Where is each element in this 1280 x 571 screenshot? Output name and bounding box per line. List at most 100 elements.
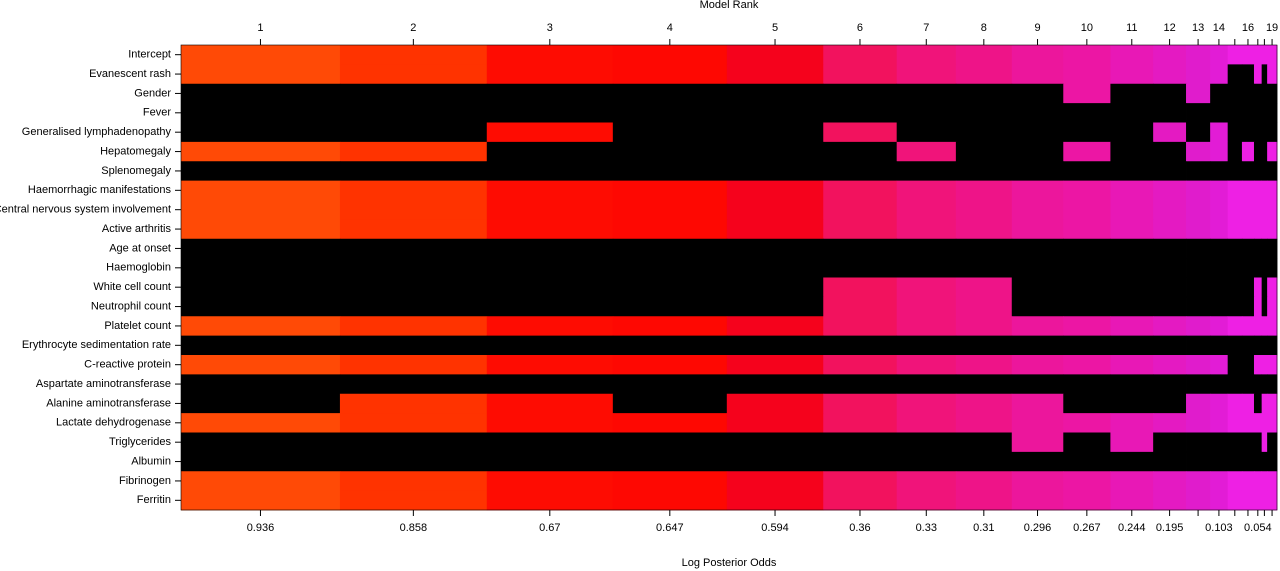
cell [1011, 200, 1064, 220]
cell [612, 451, 728, 472]
cell [955, 141, 1013, 162]
cell [896, 103, 957, 123]
cell [1241, 83, 1255, 104]
cell [1227, 122, 1243, 143]
cell [1011, 316, 1064, 337]
log-odds-label: 0.103 [1205, 522, 1233, 534]
cell [726, 393, 824, 414]
cell [1110, 393, 1154, 414]
cell [1267, 471, 1278, 492]
cell [1063, 471, 1111, 492]
row-label: Gender [134, 87, 171, 99]
cell [1261, 490, 1268, 511]
cell [1227, 335, 1243, 356]
cell [1227, 432, 1243, 453]
cell [955, 238, 1013, 259]
cell [1110, 161, 1154, 182]
row-label: Neutrophil count [91, 300, 171, 312]
cell [1253, 200, 1263, 220]
cell [486, 141, 614, 162]
cell [1241, 180, 1255, 201]
cell [1186, 180, 1211, 201]
cell [612, 238, 728, 259]
cell [1261, 238, 1268, 259]
cell [1241, 122, 1255, 143]
cell [726, 238, 824, 259]
cell [181, 471, 341, 492]
cell [1210, 374, 1229, 395]
cell [1241, 103, 1255, 123]
cell [1186, 238, 1211, 259]
cell [1186, 200, 1211, 220]
cell [486, 161, 614, 182]
cell [1110, 490, 1154, 511]
cell [1186, 335, 1211, 356]
cell [1186, 141, 1211, 162]
cell [486, 258, 614, 278]
cell [955, 413, 1013, 433]
cell [181, 451, 341, 472]
row-label: C-reactive protein [84, 359, 171, 371]
cell [339, 451, 488, 472]
cell [1011, 122, 1064, 143]
log-odds-label: 0.647 [656, 522, 684, 534]
cell [1253, 471, 1263, 492]
cell [896, 45, 957, 65]
cell [1261, 122, 1268, 143]
cell [1063, 374, 1111, 395]
cell [1261, 219, 1268, 240]
cell [896, 238, 957, 259]
model-rank-label: 3 [547, 22, 553, 34]
cell [726, 45, 824, 65]
cell [955, 277, 1013, 298]
cell [1241, 161, 1255, 182]
cell [1261, 413, 1268, 433]
cell [339, 122, 488, 143]
cell [1227, 490, 1243, 511]
cell [896, 83, 957, 104]
cell [1110, 355, 1154, 375]
cell [1253, 393, 1263, 414]
model-rank-label: 10 [1081, 22, 1093, 34]
cell [1011, 393, 1064, 414]
cell [1227, 413, 1243, 433]
cell [1267, 238, 1278, 259]
model-rank-label: 5 [772, 22, 778, 34]
cell [612, 374, 728, 395]
cell [1186, 122, 1211, 143]
cell [339, 200, 488, 220]
cell [955, 258, 1013, 278]
cell [1261, 316, 1268, 337]
row-label: Splenomegaly [101, 165, 171, 177]
cell [726, 335, 824, 356]
cell [181, 161, 341, 182]
cell [1253, 296, 1263, 317]
cell [726, 296, 824, 317]
cell [1153, 432, 1187, 453]
cell [1153, 335, 1187, 356]
cell [1261, 83, 1268, 104]
log-odds-label: 0.054 [1244, 522, 1272, 534]
cell [1063, 219, 1111, 240]
cell [1241, 451, 1255, 472]
cell [1110, 296, 1154, 317]
cell [955, 219, 1013, 240]
cell [1253, 355, 1263, 375]
cell [486, 413, 614, 433]
cell [823, 122, 898, 143]
cell [486, 83, 614, 104]
cell [486, 432, 614, 453]
cell [1063, 122, 1111, 143]
cell [1063, 316, 1111, 337]
cell [486, 277, 614, 298]
cell [896, 64, 957, 85]
cell [1153, 451, 1187, 472]
cell [612, 200, 728, 220]
cell [612, 45, 728, 65]
cell [1210, 141, 1229, 162]
cell [1063, 335, 1111, 356]
cell [339, 103, 488, 123]
cell [181, 238, 341, 259]
cell [1227, 200, 1243, 220]
